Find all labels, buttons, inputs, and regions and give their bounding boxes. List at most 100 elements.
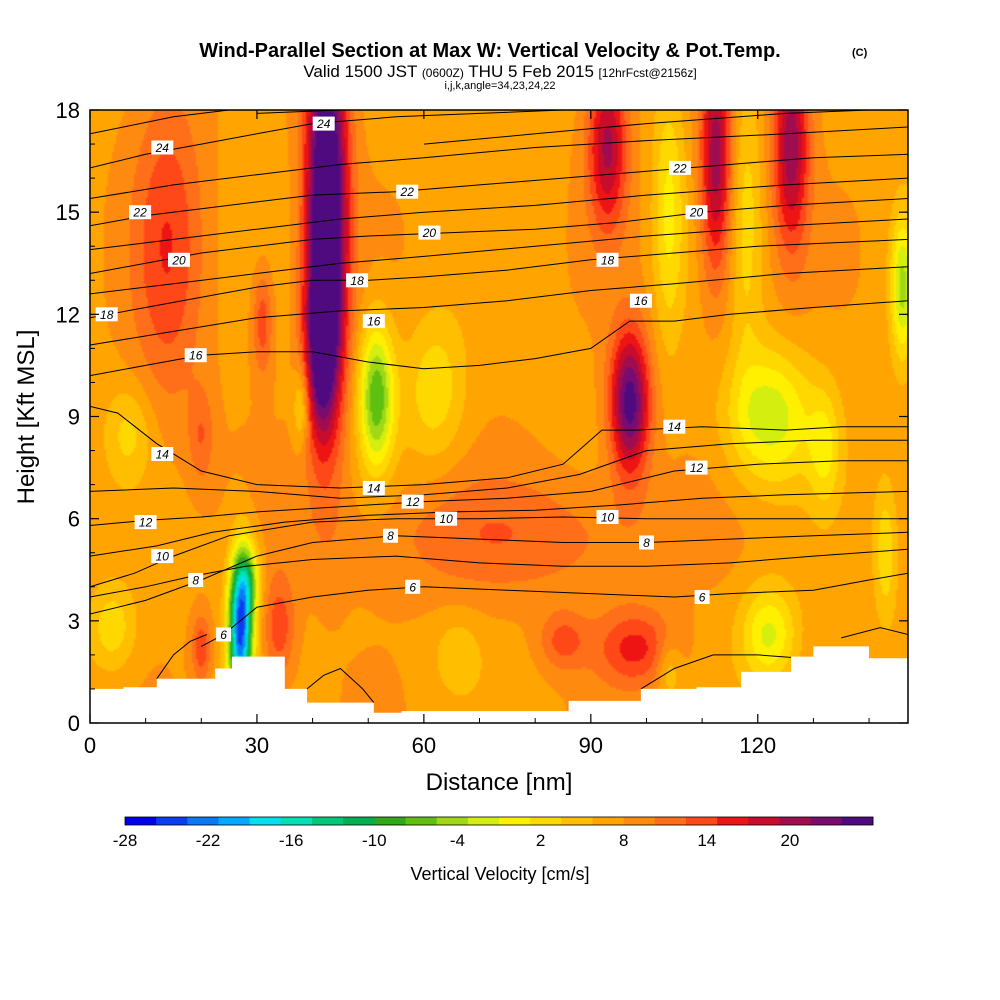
x-tick-label: 120 xyxy=(739,733,776,758)
colorbar-swatch xyxy=(218,817,251,825)
contour-label-text: 20 xyxy=(422,226,437,240)
colorbar-swatch xyxy=(405,817,438,825)
valid-utc: (0600Z) xyxy=(422,66,464,80)
theta-contour-unlabeled-19 xyxy=(423,110,870,145)
y-tick-label: 6 xyxy=(68,507,80,532)
contour-label-24-0: 24 xyxy=(151,140,174,155)
x-axis: 0 30 60 90 120 xyxy=(84,110,870,758)
theta-contour-16 xyxy=(90,300,908,377)
contour-label-20-2: 20 xyxy=(685,205,708,220)
contour-label-10-2: 10 xyxy=(596,510,619,525)
valid-date: THU 5 Feb 2015 xyxy=(468,62,594,81)
contour-label-6-1: 6 xyxy=(405,579,421,594)
contour-label-14-0: 14 xyxy=(151,447,174,462)
y-tick-label: 12 xyxy=(56,302,80,327)
colorbar-swatch xyxy=(623,817,656,825)
contour-label-text: 14 xyxy=(668,420,682,434)
contour-label-20-1: 20 xyxy=(418,225,441,240)
contour-labels: 6 6 6 8 8 8 10 10 10 12 12 12 14 14 14 16 16 16 18 18 18 20 20… xyxy=(95,116,710,642)
contour-label-text: 22 xyxy=(132,206,147,220)
contour-label-text: 6 xyxy=(699,591,706,605)
y-tick-label: 15 xyxy=(56,200,80,225)
x-tick-label: 90 xyxy=(579,733,603,758)
colorbar-tick-label: -10 xyxy=(362,831,387,850)
colorbar-swatch xyxy=(280,817,313,825)
contour-label-14-1: 14 xyxy=(362,481,385,496)
colorbar-tick-label: -28 xyxy=(113,831,138,850)
theta-contour-12 xyxy=(90,460,908,526)
colorbar-tick-label: -4 xyxy=(450,831,465,850)
x-tick-label: 30 xyxy=(245,733,269,758)
theta-contour-20 xyxy=(90,198,908,274)
colorbar-swatch xyxy=(374,817,406,825)
contour-label-text: 8 xyxy=(192,574,199,588)
colorbar-swatch xyxy=(156,817,188,825)
colorbar-swatch xyxy=(686,817,718,825)
contour-label-text: 18 xyxy=(100,308,114,322)
theta-contour-unlabeled-21 xyxy=(306,667,375,703)
colorbar-swatch xyxy=(125,817,157,825)
contour-label-text: 12 xyxy=(690,461,704,475)
colorbar-swatch xyxy=(748,817,780,825)
contour-label-text: 10 xyxy=(156,550,170,564)
chart-title: Wind-Parallel Section at Max W: Vertical… xyxy=(199,40,780,62)
x-tick-label: 60 xyxy=(412,733,436,758)
x-tick-label: 0 xyxy=(84,733,96,758)
grid-info: i,j,k,angle=34,23,24,22 xyxy=(444,80,555,92)
contour-label-text: 16 xyxy=(189,349,203,363)
theta-contour-22 xyxy=(90,153,908,227)
contour-label-10-0: 10 xyxy=(151,549,174,564)
contour-label-18-1: 18 xyxy=(346,273,369,288)
contour-label-10-1: 10 xyxy=(435,511,458,526)
colorbar-swatch xyxy=(841,817,874,825)
contour-label-8-2: 8 xyxy=(639,535,654,550)
y-axis-title: Height [Kft MSL] xyxy=(13,330,40,505)
colorbar-swatch xyxy=(187,817,219,825)
contour-label-text: 20 xyxy=(689,206,704,220)
theta-contour-unlabeled-15 xyxy=(90,218,908,295)
theta-contour-unlabeled-17 xyxy=(90,126,908,199)
contour-label-16-0: 16 xyxy=(184,348,207,363)
colorbar-swatch xyxy=(717,817,749,825)
colorbar-swatch xyxy=(561,817,593,825)
contour-label-text: 6 xyxy=(409,580,416,594)
colorbar-swatch xyxy=(810,817,843,825)
contour-label-18-0: 18 xyxy=(95,307,118,322)
contour-label-text: 22 xyxy=(672,161,687,175)
y-axis: 0 3 6 9 12 15 18 xyxy=(56,98,908,736)
contour-label-16-2: 16 xyxy=(629,293,652,308)
colorbar-swatch xyxy=(592,817,625,825)
contour-label-22-2: 22 xyxy=(668,160,691,175)
contour-label-12-1: 12 xyxy=(401,494,424,509)
theta-contour-unlabeled-16 xyxy=(90,177,908,251)
colorbar: -28 -22 -16 -10 -4 2 8 14 20 xyxy=(113,816,874,850)
y-tick-label: 0 xyxy=(68,711,80,736)
contour-label-14-2: 14 xyxy=(663,419,686,434)
x-axis-title: Distance [nm] xyxy=(426,769,573,796)
theta-contour-18 xyxy=(90,238,908,319)
theta-contour-unlabeled-11 xyxy=(90,548,908,598)
colorbar-tick-label: -22 xyxy=(196,831,221,850)
colorbar-tick-label: 14 xyxy=(697,831,716,850)
contour-label-22-0: 22 xyxy=(129,205,152,220)
colorbar-swatch xyxy=(499,817,531,825)
colorbar-swatch xyxy=(249,817,282,825)
theta-contour-unlabeled-10 xyxy=(90,110,230,135)
theta-contour-unlabeled-23 xyxy=(841,627,908,639)
contour-label-20-0: 20 xyxy=(168,252,190,267)
contour-label-text: 12 xyxy=(406,495,420,509)
contour-label-8-0: 8 xyxy=(188,573,204,588)
chart-subtitle: Valid 1500 JST (0600Z) THU 5 Feb 2015 [1… xyxy=(303,62,696,81)
contour-label-text: 16 xyxy=(367,315,381,329)
contour-label-12-0: 12 xyxy=(134,515,157,530)
contour-label-8-1: 8 xyxy=(383,528,398,543)
contour-label-12-2: 12 xyxy=(685,460,708,475)
colorbar-tick-label: 20 xyxy=(780,831,799,850)
colorbar-swatch xyxy=(436,817,469,825)
contour-label-16-1: 16 xyxy=(362,314,385,329)
contour-label-text: 6 xyxy=(220,628,227,642)
contour-label-18-2: 18 xyxy=(596,252,619,267)
forecast-info: [12hrFcst@2156z] xyxy=(598,66,696,80)
vertical-velocity-field xyxy=(90,110,908,723)
